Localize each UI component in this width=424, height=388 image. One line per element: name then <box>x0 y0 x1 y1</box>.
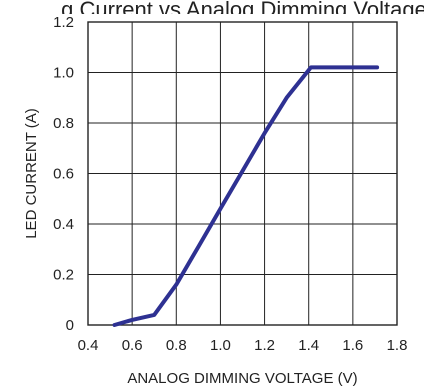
y-tick-label: 0.2 <box>53 267 74 284</box>
y-tick-label: 0.8 <box>53 115 74 132</box>
x-tick-label: 1.4 <box>298 337 319 354</box>
y-tick-label: 0.4 <box>53 216 74 233</box>
plot-frame <box>87 21 398 326</box>
x-axis-label: ANALOG DIMMING VOLTAGE (V) <box>127 370 357 387</box>
y-tick-label: 1.2 <box>53 14 74 31</box>
series-layer <box>112 65 380 327</box>
y-tick-label: 0.6 <box>53 166 74 183</box>
x-tick-label: 0.6 <box>122 337 143 354</box>
x-tick-label: 1.8 <box>387 337 408 354</box>
y-tick-label: 0 <box>66 317 74 334</box>
x-tick-label: 0.4 <box>78 337 99 354</box>
y-tick-label: 1.0 <box>53 65 74 82</box>
x-tick-label: 1.0 <box>210 337 231 354</box>
chart-title-fragment: g Current vs Analog Dimming Voltage <box>61 0 424 22</box>
x-tick-label: 1.2 <box>254 337 275 354</box>
x-tick-labels: 0.4 0.6 0.8 1.0 1.2 1.4 1.6 1.8 <box>78 337 408 354</box>
series-line <box>112 65 380 327</box>
y-axis-label: LED CURRENT (A) <box>23 108 40 239</box>
y-tick-labels: 0 0.2 0.4 0.6 0.8 1.0 1.2 <box>53 14 74 334</box>
x-tick-label: 1.6 <box>342 337 363 354</box>
x-tick-label: 0.8 <box>166 337 187 354</box>
